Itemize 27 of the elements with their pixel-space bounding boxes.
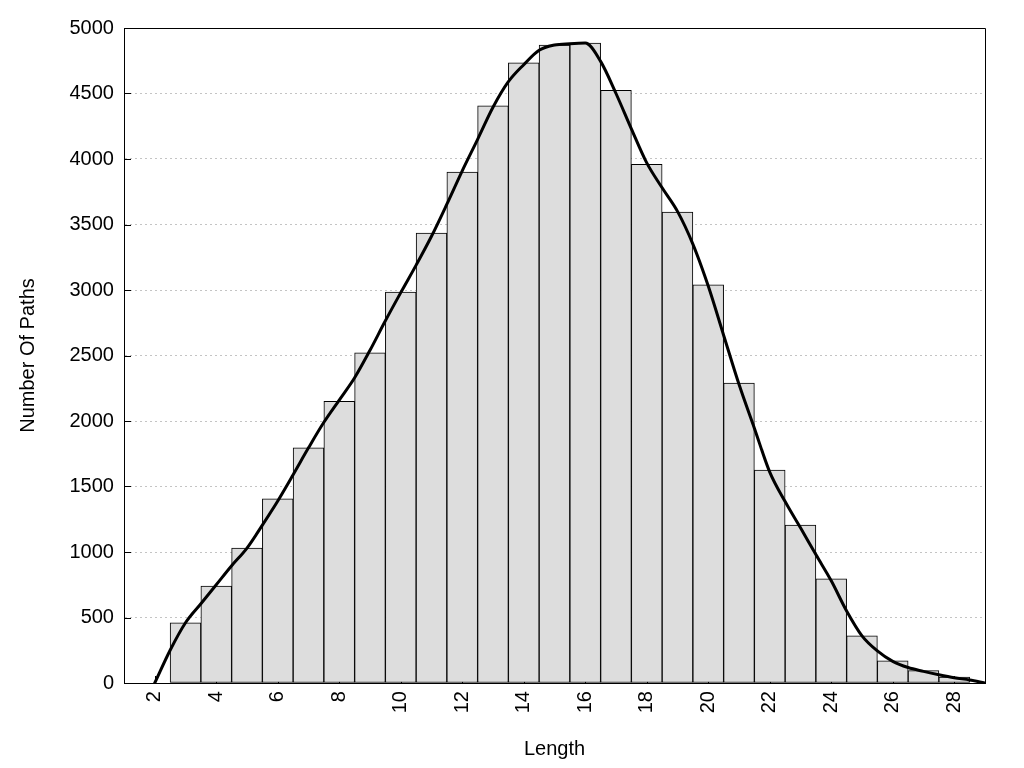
- x-tick-label: 24: [818, 691, 841, 714]
- y-tick-label: 1000: [69, 539, 114, 562]
- x-tick-label: 18: [634, 691, 657, 714]
- x-axis-title: Length: [523, 736, 586, 759]
- y-tick-label: 4500: [69, 81, 114, 104]
- x-tick-label: 14: [511, 691, 534, 714]
- y-tick-label: 2500: [69, 343, 114, 366]
- y-tick-label: 4000: [69, 146, 114, 169]
- x-tick-label: 22: [757, 691, 780, 714]
- y-tick-label: 5000: [69, 15, 114, 38]
- x-tick-label: 2: [142, 691, 165, 703]
- y-tick-label: 500: [80, 605, 114, 628]
- y-tick-label: 3500: [69, 212, 114, 235]
- y-tick-label: 3000: [69, 277, 114, 300]
- x-tick-label: 8: [326, 691, 349, 703]
- x-tick-label: 10: [388, 691, 411, 714]
- x-tick-label: 16: [572, 691, 595, 714]
- y-tick-label: 0: [102, 670, 114, 693]
- x-tick-label: 4: [203, 691, 226, 703]
- y-axis-title: Number Of Paths: [15, 278, 38, 433]
- x-tick-label: 20: [695, 691, 718, 714]
- x-tick-label: 12: [449, 691, 472, 714]
- x-tick-label: 28: [941, 691, 964, 714]
- y-tick-label: 2000: [69, 408, 114, 431]
- x-tick-label: 6: [265, 691, 288, 703]
- x-tick-label: 26: [880, 691, 903, 714]
- y-tick-label: 1500: [69, 474, 114, 497]
